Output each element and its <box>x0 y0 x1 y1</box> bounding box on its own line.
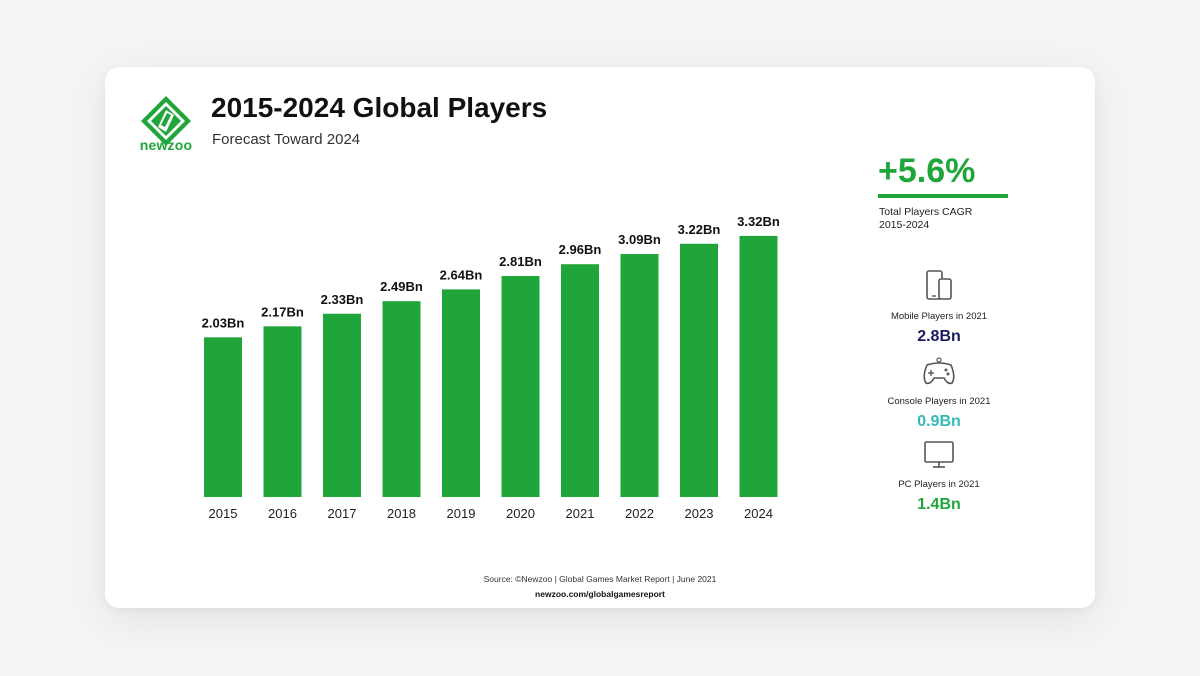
stat-console: Console Players in 2021 0.9Bn <box>864 357 1014 431</box>
x-tick-2023: 2023 <box>685 506 714 521</box>
bar-2022 <box>620 253 659 497</box>
stat-pc-value: 1.4Bn <box>917 496 961 513</box>
x-tick-2020: 2020 <box>506 506 535 521</box>
data-label-2019: 2.64Bn <box>440 267 483 282</box>
chart-title: 2015-2024 Global Players <box>211 92 548 123</box>
stat-pc: PC Players in 2021 1.4Bn <box>864 440 1014 514</box>
cagr-label: Total Players CAGR 2015-2024 <box>879 206 1019 232</box>
source-note: Source: ©Newzoo | Global Games Market Re… <box>483 574 717 584</box>
chart-subtitle: Forecast Toward 2024 <box>212 131 361 148</box>
stat-mobile-label: Mobile Players in 2021 <box>890 311 988 322</box>
stat-mobile: Mobile Players in 2021 2.8Bn <box>864 270 1014 346</box>
x-tick-2016: 2016 <box>268 506 297 521</box>
data-label-2022: 3.09Bn <box>618 232 661 247</box>
data-label-2016: 2.17Bn <box>261 304 304 319</box>
bar-2015 <box>204 337 242 497</box>
cagr-value: +5.6% <box>878 152 976 190</box>
bar-2019 <box>442 289 480 497</box>
newzoo-logo-icon <box>141 96 191 146</box>
data-label-2024: 3.32Bn <box>737 214 780 229</box>
x-tick-2022: 2022 <box>625 506 654 521</box>
bar-2021 <box>561 264 599 497</box>
x-tick-2024: 2024 <box>744 506 773 521</box>
data-label-2017: 2.33Bn <box>321 292 364 307</box>
data-label-2020: 2.81Bn <box>499 254 542 269</box>
stat-console-value: 0.9Bn <box>917 413 961 430</box>
data-label-2023: 3.22Bn <box>678 222 721 237</box>
bar-2017 <box>323 313 361 497</box>
bar-2018 <box>382 301 421 497</box>
stat-mobile-value: 2.8Bn <box>917 328 961 345</box>
x-tick-2018: 2018 <box>387 506 416 521</box>
bar-2016 <box>263 326 302 497</box>
x-tick-2021: 2021 <box>566 506 595 521</box>
data-label-2018: 2.49Bn <box>380 279 423 294</box>
cagr-label-line1: Total Players CAGR <box>879 206 973 218</box>
monitor-icon <box>924 441 954 468</box>
bar-2024 <box>739 235 778 498</box>
bar-chart: 2.03Bn 2015 2.17Bn 2016 2.33Bn 2017 2.49Bn 2018… <box>202 214 780 521</box>
x-tick-2017: 2017 <box>328 506 357 521</box>
data-label-2015: 2.03Bn <box>202 315 245 330</box>
cagr-label-line2: 2015-2024 <box>879 219 930 231</box>
gamepad-icon <box>923 357 955 385</box>
x-tick-2015: 2015 <box>209 506 238 521</box>
bar-2023 <box>680 243 718 497</box>
bar-2020 <box>501 276 540 497</box>
x-tick-2019: 2019 <box>447 506 476 521</box>
cagr-underline <box>878 194 1008 198</box>
data-label-2021: 2.96Bn <box>559 242 602 257</box>
brand-name: newzoo <box>139 137 193 153</box>
mobile-devices-icon <box>926 270 952 300</box>
source-url: newzoo.com/globalgamesreport <box>535 589 665 599</box>
stat-console-label: Console Players in 2021 <box>887 396 991 407</box>
stat-pc-label: PC Players in 2021 <box>898 479 980 490</box>
